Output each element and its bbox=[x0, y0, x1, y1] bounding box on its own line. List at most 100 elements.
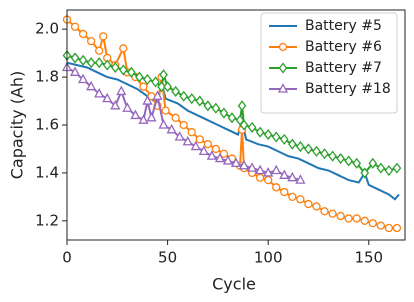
marker bbox=[102, 59, 112, 71]
marker bbox=[171, 85, 180, 98]
y-tick-label: 1.4 bbox=[35, 163, 59, 181]
marker bbox=[206, 150, 217, 160]
marker bbox=[182, 135, 193, 146]
marker bbox=[344, 155, 353, 167]
marker bbox=[360, 216, 369, 225]
marker bbox=[138, 114, 149, 124]
marker bbox=[166, 123, 177, 134]
marker bbox=[69, 66, 81, 76]
marker bbox=[116, 85, 127, 96]
marker bbox=[230, 157, 242, 167]
marker bbox=[279, 133, 289, 145]
legend-label: Battery #18 bbox=[305, 81, 391, 97]
marker bbox=[86, 80, 97, 91]
marker bbox=[198, 145, 209, 156]
marker bbox=[86, 36, 96, 46]
legend-label: Battery #6 bbox=[305, 39, 382, 55]
marker bbox=[152, 90, 163, 100]
marker bbox=[122, 102, 133, 112]
marker bbox=[190, 140, 201, 151]
marker bbox=[376, 221, 386, 230]
marker bbox=[295, 174, 306, 184]
legend-marker bbox=[278, 42, 288, 52]
marker bbox=[312, 202, 321, 211]
marker bbox=[70, 22, 80, 31]
marker bbox=[368, 219, 377, 228]
marker bbox=[272, 183, 281, 192]
marker bbox=[151, 76, 160, 88]
marker bbox=[78, 29, 88, 39]
marker bbox=[263, 167, 274, 177]
marker bbox=[336, 211, 345, 221]
marker bbox=[352, 214, 361, 223]
marker bbox=[163, 81, 172, 93]
marker bbox=[287, 171, 298, 182]
marker bbox=[102, 92, 113, 103]
marker bbox=[157, 81, 166, 93]
marker bbox=[384, 223, 394, 233]
marker bbox=[384, 164, 394, 177]
marker bbox=[94, 87, 105, 98]
x-tick-label: 50 bbox=[158, 249, 177, 267]
marker bbox=[203, 100, 213, 112]
marker bbox=[159, 69, 168, 81]
marker bbox=[263, 129, 273, 141]
marker bbox=[142, 95, 153, 105]
marker bbox=[95, 46, 104, 55]
marker bbox=[222, 155, 234, 165]
marker bbox=[174, 131, 185, 141]
marker bbox=[255, 173, 265, 182]
marker bbox=[352, 157, 362, 169]
x-tick-label: 100 bbox=[254, 249, 283, 267]
marker bbox=[179, 120, 188, 130]
marker bbox=[271, 164, 282, 175]
y-tick-label: 1.8 bbox=[35, 68, 59, 86]
marker bbox=[288, 138, 297, 150]
marker bbox=[158, 119, 169, 129]
marker bbox=[78, 73, 89, 84]
y-tick-label: 1.2 bbox=[35, 211, 59, 229]
legend-marker bbox=[277, 83, 289, 93]
marker bbox=[211, 144, 221, 154]
marker bbox=[110, 99, 121, 110]
legend-label: Battery #5 bbox=[305, 18, 382, 34]
marker bbox=[237, 100, 247, 112]
marker bbox=[271, 131, 281, 143]
marker bbox=[211, 102, 221, 114]
marker bbox=[247, 121, 257, 133]
marker bbox=[238, 159, 250, 170]
marker bbox=[94, 57, 104, 69]
marker bbox=[288, 192, 297, 202]
marker bbox=[119, 44, 128, 53]
marker bbox=[368, 157, 378, 169]
marker bbox=[320, 148, 329, 160]
marker bbox=[119, 64, 128, 76]
marker bbox=[392, 223, 402, 233]
y-axis-label: Capacity (Ah) bbox=[8, 71, 27, 180]
y-tick-label: 2.0 bbox=[35, 20, 59, 38]
marker bbox=[320, 207, 329, 216]
marker bbox=[187, 128, 196, 137]
marker bbox=[264, 175, 273, 185]
marker bbox=[78, 54, 88, 66]
marker bbox=[146, 111, 157, 122]
marker bbox=[99, 32, 108, 41]
plot-frame bbox=[66, 9, 406, 241]
marker bbox=[219, 107, 229, 119]
marker bbox=[312, 145, 321, 157]
marker bbox=[304, 199, 313, 209]
marker bbox=[143, 73, 152, 86]
marker bbox=[195, 95, 205, 107]
marker bbox=[110, 61, 120, 74]
marker bbox=[86, 57, 96, 69]
marker bbox=[376, 162, 386, 174]
marker bbox=[195, 135, 204, 144]
marker bbox=[203, 140, 212, 149]
marker bbox=[187, 93, 197, 105]
marker bbox=[127, 66, 136, 78]
marker bbox=[360, 167, 370, 179]
marker bbox=[328, 150, 337, 162]
marker bbox=[255, 126, 265, 138]
